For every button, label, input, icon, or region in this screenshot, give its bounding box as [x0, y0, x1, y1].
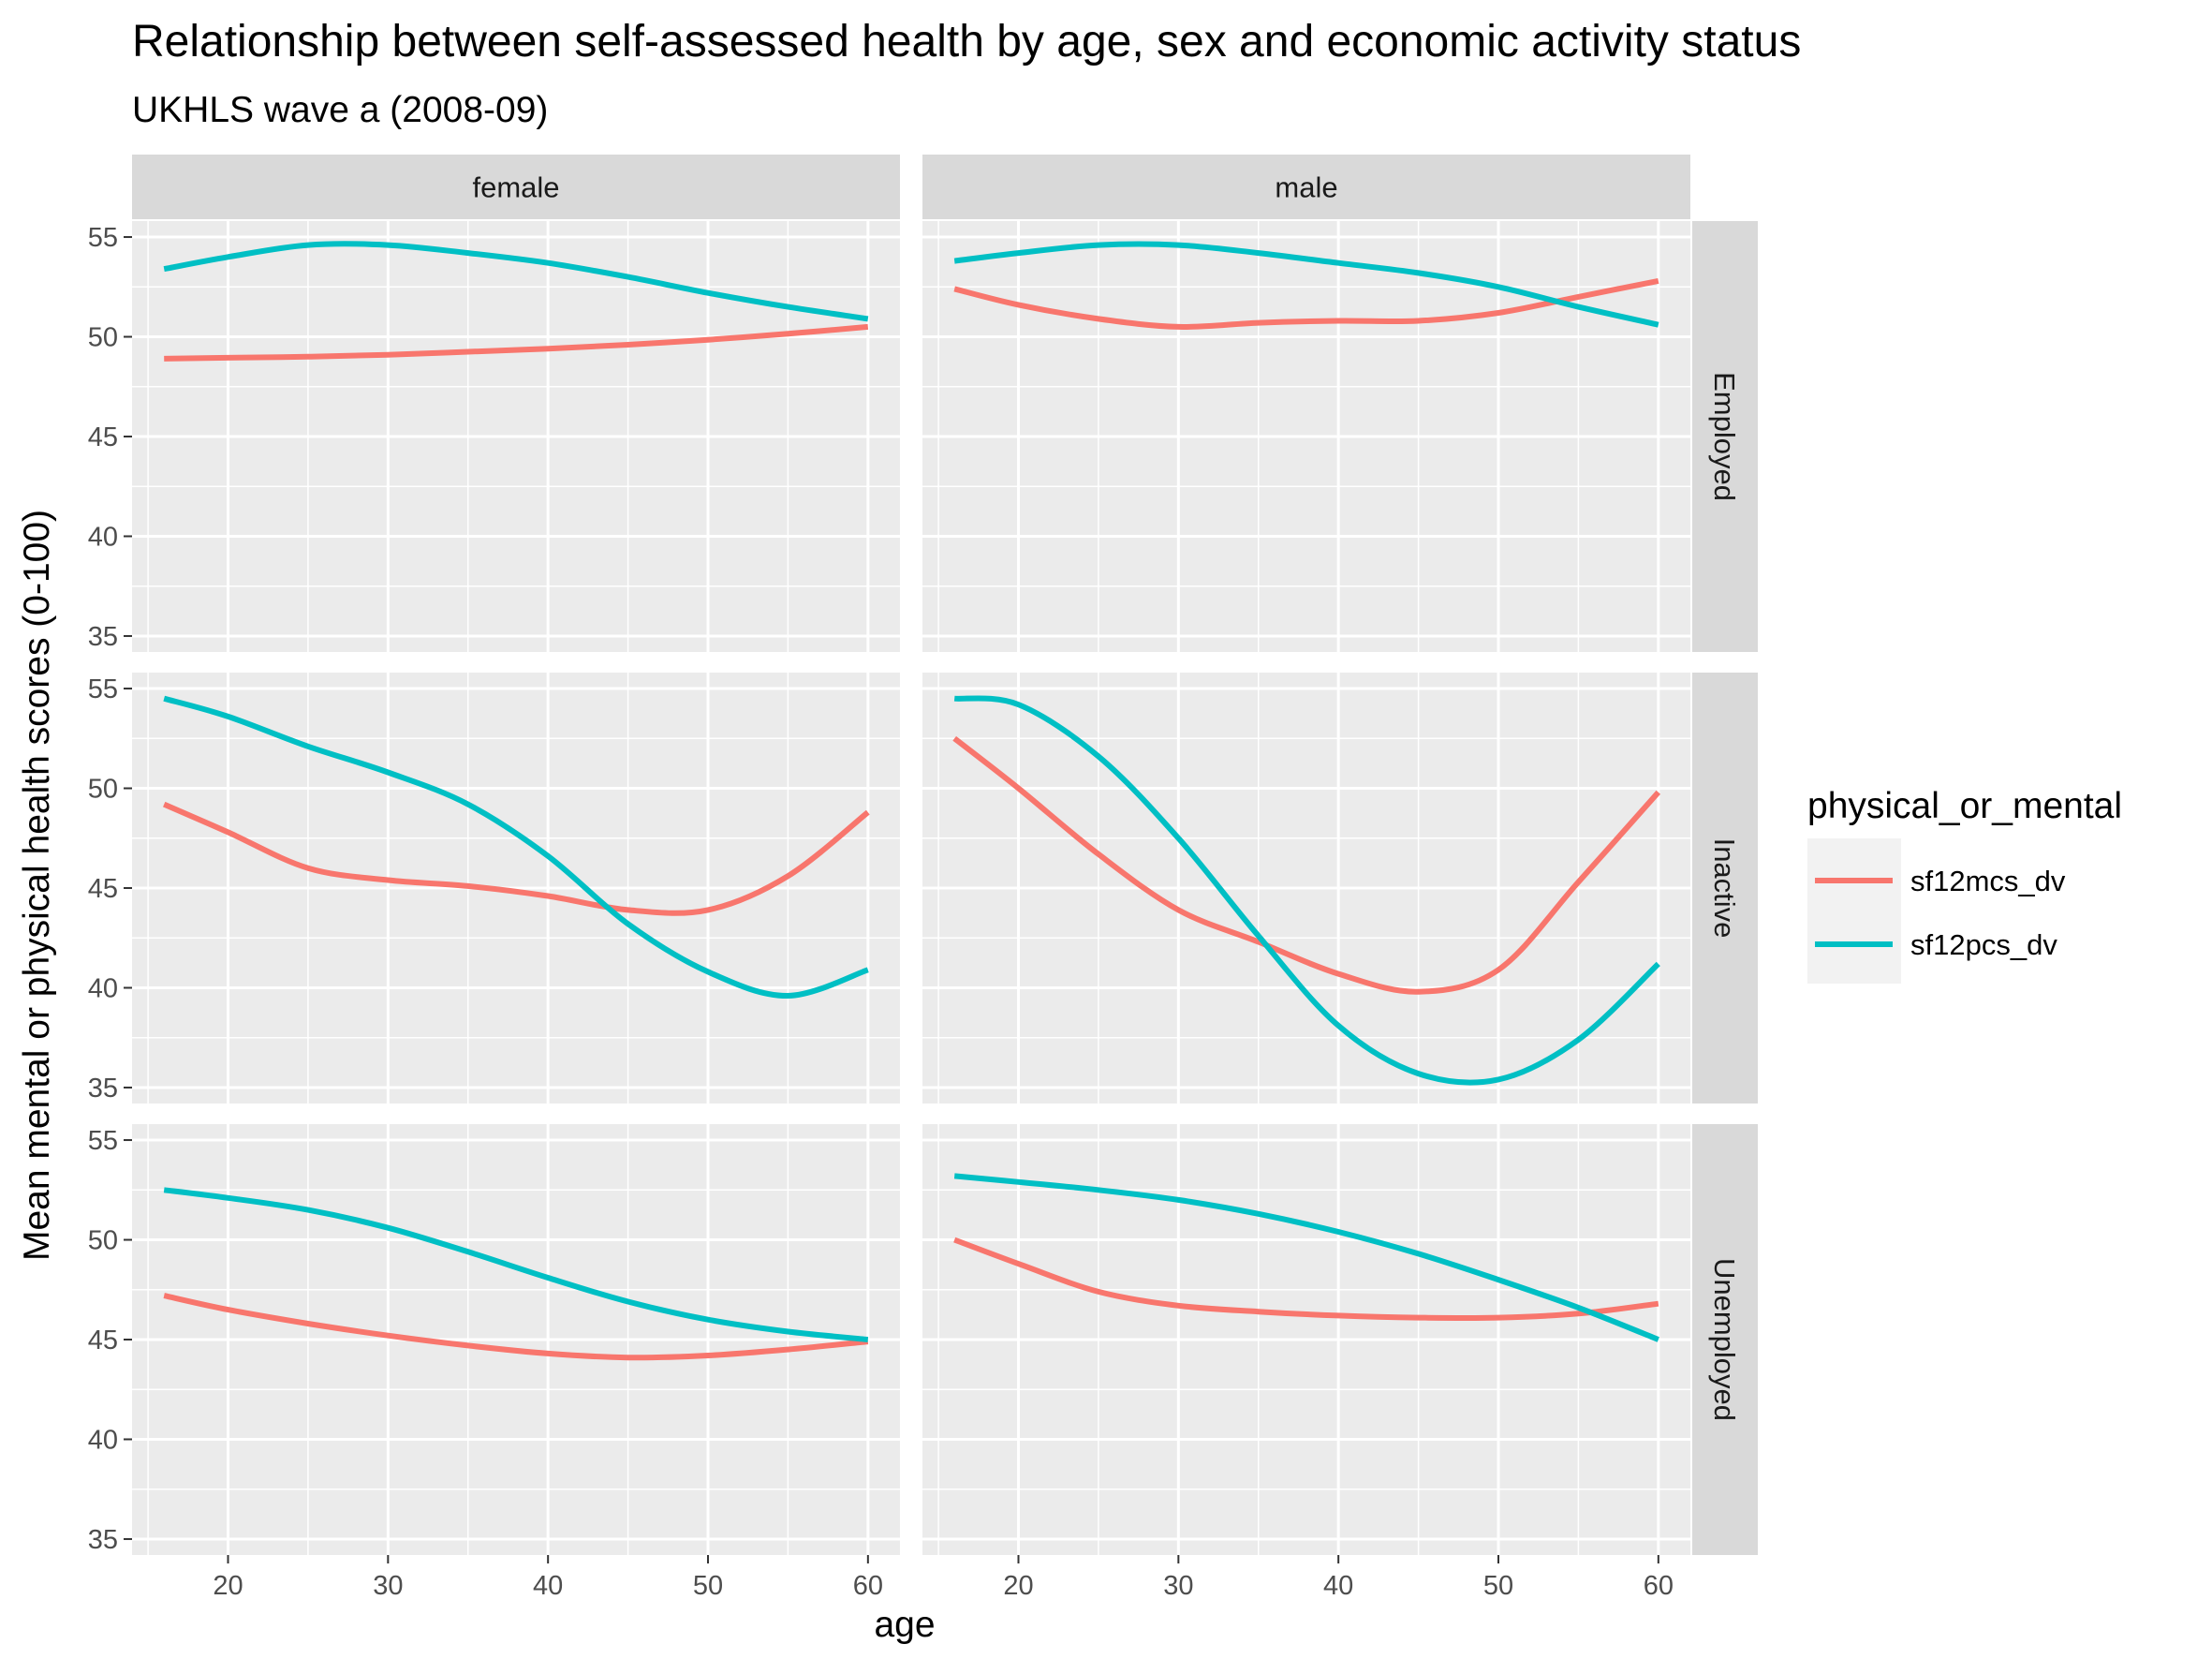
panel-inactive-male	[922, 673, 1690, 1104]
strip-label-unemployed: Unemployed	[1708, 1258, 1741, 1421]
series-line-sf12pcs-dv	[163, 695, 869, 1000]
y-tick-label: 45	[88, 422, 118, 452]
series-line-sf12mcs-dv	[953, 277, 1659, 330]
legend-label-sf12mcs: sf12mcs_dv	[1910, 865, 2066, 897]
panel-inactive-female	[132, 673, 900, 1104]
strip-inactive	[1692, 673, 1758, 1104]
x-tick-label: 30	[373, 1571, 403, 1601]
y-tick-label: 55	[88, 223, 118, 253]
series-line-sf12pcs-dv	[163, 1187, 869, 1342]
series-line-sf12mcs-dv	[952, 735, 1661, 995]
axes: 35 40 45 50 55 35 40 45 50 55 35 40 45 50 55 20 30 40 50 60…	[88, 223, 1674, 1601]
panel-employed-male	[922, 221, 1690, 652]
y-tick-label: 55	[88, 674, 118, 704]
panel-unemployed-male	[922, 1124, 1690, 1555]
strip-label-male: male	[1275, 171, 1337, 204]
y-tick-label: 50	[88, 775, 118, 805]
x-tick-label: 20	[1003, 1571, 1033, 1601]
series-line-sf12mcs-dv	[163, 801, 870, 916]
strip-label-female: female	[472, 171, 559, 204]
strip-unemployed	[1692, 1124, 1758, 1555]
y-tick-label: 55	[88, 1126, 118, 1156]
x-tick-label: 60	[1644, 1571, 1674, 1601]
strip-label-employed: Employed	[1708, 372, 1741, 501]
y-axis-title: Mean mental or physical health scores (0…	[17, 510, 57, 1261]
series-line-sf12mcs-dv	[164, 323, 869, 362]
panel-unemployed-female	[132, 1124, 900, 1555]
y-tick-label: 35	[88, 1074, 118, 1104]
x-tick-label: 50	[1483, 1571, 1513, 1601]
x-axis-title: age	[874, 1605, 935, 1645]
y-tick-label: 45	[88, 874, 118, 904]
y-tick-label: 40	[88, 1425, 118, 1455]
series-line-sf12pcs-dv	[953, 1173, 1659, 1342]
series-line-sf12pcs-dv	[953, 241, 1659, 328]
y-tick-label: 35	[88, 1525, 118, 1555]
strip-employed	[1692, 221, 1758, 652]
y-tick-label: 35	[88, 622, 118, 652]
y-tick-label: 50	[88, 323, 118, 353]
x-tick-label: 50	[693, 1571, 723, 1601]
facet-strips: female male Employed Inactive Unemployed	[132, 155, 1758, 1555]
series-line-sf12mcs-dv	[163, 1293, 869, 1361]
x-tick-label: 60	[853, 1571, 883, 1601]
legend-background	[1807, 838, 1901, 984]
x-tick-label: 20	[213, 1571, 243, 1601]
facet-panels	[132, 221, 1690, 1555]
strip-female	[132, 155, 900, 219]
series-line-sf12mcs-dv	[953, 1237, 1659, 1321]
series-line-sf12pcs-dv	[163, 241, 869, 322]
y-tick-label: 40	[88, 522, 118, 552]
chart-subtitle: UKHLS wave a (2008-09)	[132, 90, 548, 130]
strip-label-inactive: Inactive	[1708, 838, 1741, 939]
strip-male	[922, 155, 1690, 219]
series-line-sf12pcs-dv	[953, 695, 1660, 1086]
x-tick-label: 40	[1323, 1571, 1353, 1601]
legend-title: physical_or_mental	[1807, 786, 2122, 826]
y-tick-label: 40	[88, 973, 118, 1003]
legend: physical_or_mental sf12mcs_dv sf12pcs_dv	[1807, 786, 2122, 984]
legend-label-sf12pcs: sf12pcs_dv	[1910, 928, 2057, 961]
chart-title: Relationship between self-assessed healt…	[132, 17, 1801, 67]
y-tick-label: 45	[88, 1326, 118, 1355]
x-tick-label: 30	[1163, 1571, 1193, 1601]
x-tick-label: 40	[533, 1571, 563, 1601]
y-tick-label: 50	[88, 1226, 118, 1256]
panel-employed-female	[132, 221, 900, 652]
